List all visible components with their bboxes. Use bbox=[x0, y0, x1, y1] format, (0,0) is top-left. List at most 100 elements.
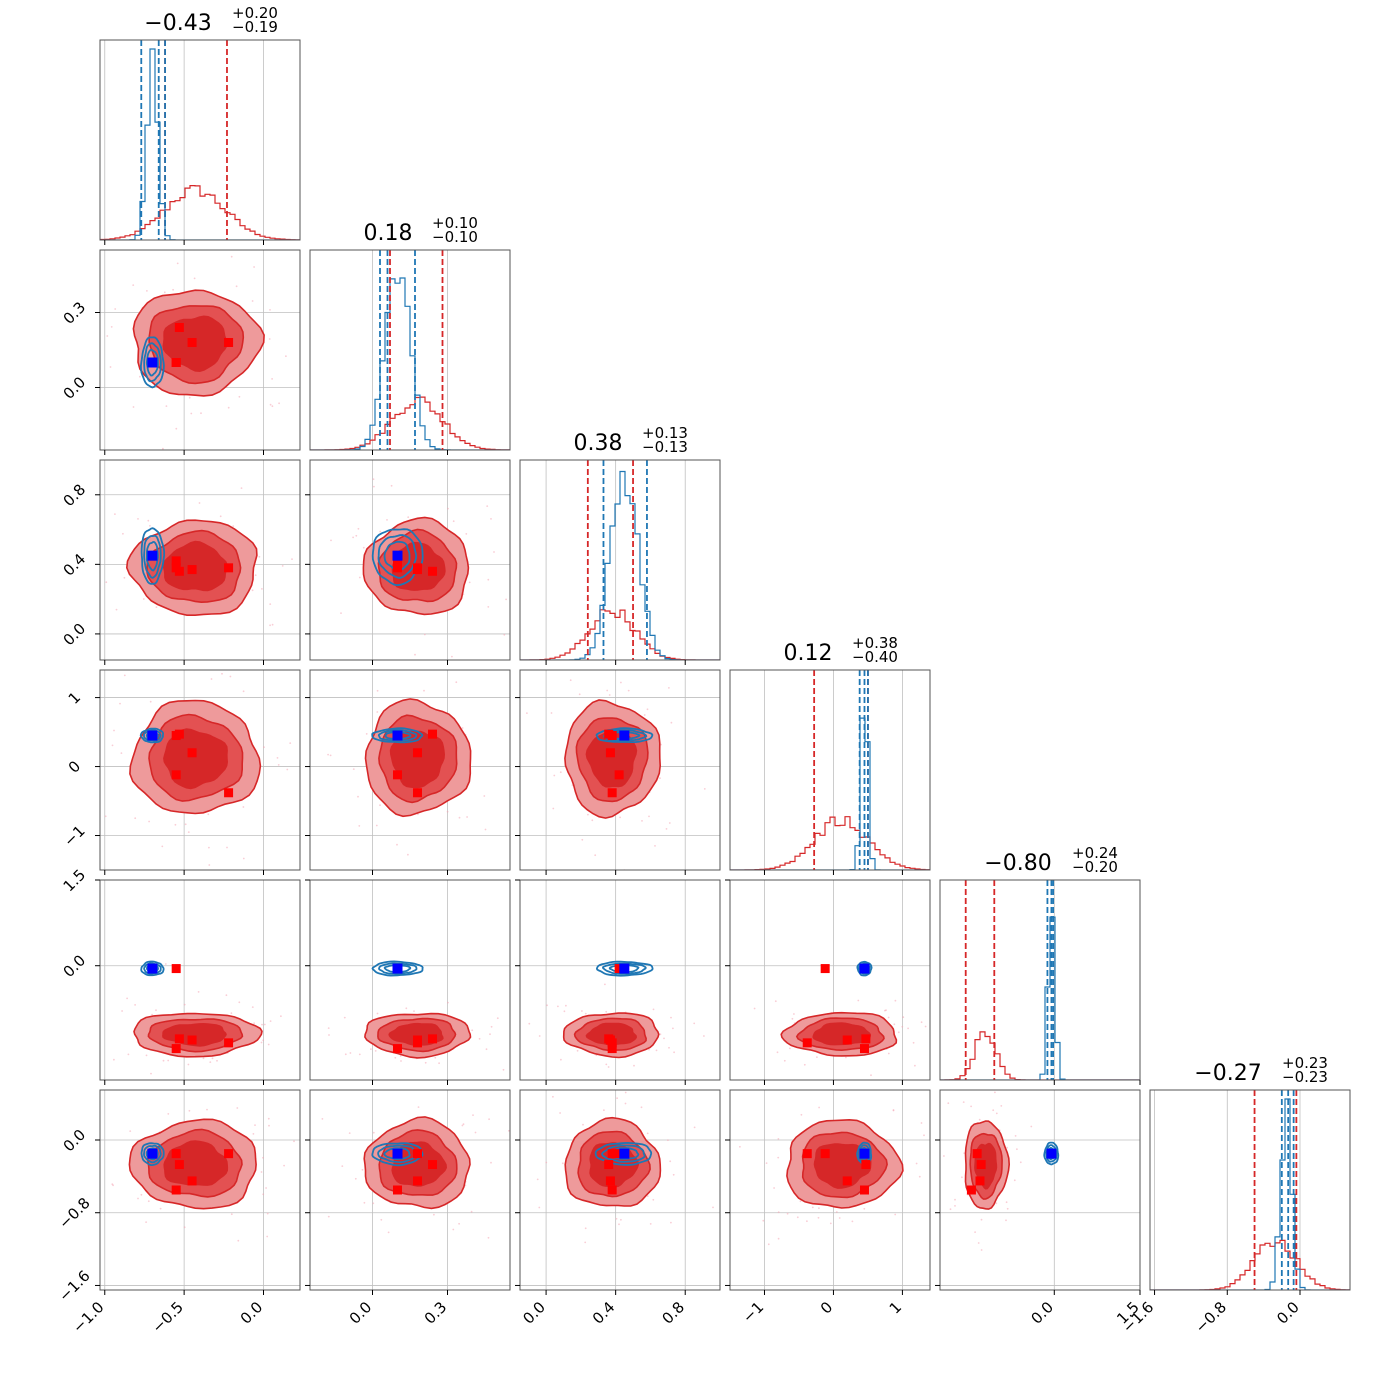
title-minus: −0.23 bbox=[1282, 1068, 1328, 1086]
scatter-point bbox=[753, 1007, 756, 1010]
marker-red bbox=[614, 964, 624, 974]
scatter-point bbox=[559, 1112, 561, 1114]
scatter-point bbox=[202, 1057, 205, 1060]
scatter-point bbox=[145, 1221, 148, 1223]
scatter-point bbox=[452, 520, 455, 523]
scatter-point bbox=[789, 1047, 791, 1050]
panel-frame bbox=[99, 1089, 301, 1291]
marker-red bbox=[224, 563, 234, 573]
scatter-point bbox=[569, 679, 572, 682]
scatter-point bbox=[559, 771, 562, 774]
scatter-point bbox=[209, 1061, 212, 1063]
scatter-point bbox=[818, 1207, 820, 1210]
contour-b bbox=[595, 727, 654, 743]
scatter-point bbox=[693, 1126, 696, 1129]
marker-red bbox=[428, 729, 437, 739]
scatter-point bbox=[654, 845, 656, 847]
scatter-point bbox=[954, 1205, 956, 1207]
scatter-point bbox=[608, 694, 611, 696]
title-plus: +0.38 bbox=[852, 634, 898, 652]
histogram-b bbox=[730, 717, 930, 870]
scatter-point bbox=[605, 1063, 608, 1066]
marker-red bbox=[224, 788, 234, 798]
x-tick-label: 0 bbox=[817, 1298, 836, 1317]
contour-b bbox=[140, 1142, 165, 1166]
scatter-point bbox=[659, 1033, 662, 1036]
scatter-point bbox=[447, 1001, 449, 1004]
panel-frame bbox=[519, 459, 721, 661]
scatter-point bbox=[361, 1168, 364, 1171]
panel-frame bbox=[939, 879, 1141, 1081]
y-tick-label: −0.8 bbox=[55, 1194, 93, 1232]
histogram-a bbox=[730, 816, 930, 870]
panel-4-3 bbox=[721, 879, 951, 1085]
marker-red bbox=[413, 1176, 422, 1186]
contour-b bbox=[856, 960, 873, 977]
scatter-point bbox=[474, 1131, 477, 1134]
scatter-point bbox=[954, 1198, 956, 1201]
scatter-point bbox=[262, 1193, 265, 1196]
scatter-point bbox=[114, 513, 116, 515]
scatter-point bbox=[265, 1187, 267, 1189]
panel-title: −0.27 bbox=[1194, 1061, 1261, 1086]
scatter-point bbox=[923, 1134, 925, 1137]
scatter-point bbox=[1014, 1135, 1017, 1137]
scatter-point bbox=[920, 1122, 923, 1124]
scatter-point bbox=[649, 1223, 652, 1225]
x-tick-label: 0.8 bbox=[658, 1298, 688, 1328]
scatter-point bbox=[269, 309, 271, 311]
scatter-point bbox=[652, 1008, 655, 1011]
contour-b bbox=[143, 534, 162, 579]
scatter-point bbox=[977, 1242, 980, 1244]
scatter-point bbox=[172, 288, 175, 291]
scatter-point bbox=[225, 994, 228, 997]
scatter-point bbox=[447, 507, 449, 510]
scatter-point bbox=[490, 1161, 492, 1164]
scatter-point bbox=[405, 1007, 408, 1010]
x-tick-label: −0.8 bbox=[1192, 1298, 1230, 1336]
scatter-point bbox=[167, 1059, 170, 1062]
scatter-point bbox=[670, 721, 673, 724]
marker-red bbox=[859, 1185, 869, 1195]
scatter-point bbox=[146, 290, 148, 292]
scatter-point bbox=[974, 1231, 976, 1233]
scatter-point bbox=[183, 1003, 186, 1006]
scatter-point bbox=[538, 1035, 541, 1037]
marker-blue bbox=[1046, 1148, 1057, 1159]
scatter-point bbox=[197, 991, 200, 993]
scatter-point bbox=[380, 1218, 383, 1221]
scatter-point bbox=[721, 1052, 723, 1054]
panel-frame bbox=[1149, 1089, 1351, 1291]
scatter-point bbox=[123, 674, 126, 677]
scatter-point bbox=[620, 1218, 622, 1221]
scatter-point bbox=[777, 1237, 780, 1240]
scatter-point bbox=[1005, 1201, 1008, 1204]
scatter-point bbox=[253, 266, 256, 268]
scatter-point bbox=[949, 1040, 951, 1042]
panel-frame bbox=[99, 669, 301, 871]
x-tick-label: −1 bbox=[739, 1298, 767, 1326]
scatter-point bbox=[206, 1108, 208, 1111]
scatter-point bbox=[670, 1016, 672, 1019]
panel-frame bbox=[309, 1089, 511, 1291]
y-tick-label: 1 bbox=[65, 688, 84, 707]
panel-frame bbox=[519, 669, 721, 871]
contour-b bbox=[143, 342, 162, 383]
scatter-point bbox=[294, 576, 296, 578]
scatter-point bbox=[251, 1006, 254, 1008]
scatter-point bbox=[486, 505, 489, 507]
scatter-point bbox=[269, 603, 272, 605]
marker-red bbox=[607, 731, 617, 741]
scatter-point bbox=[167, 1113, 170, 1115]
scatter-point bbox=[829, 1222, 832, 1225]
scatter-point bbox=[175, 637, 177, 639]
scatter-point bbox=[857, 999, 860, 1002]
marker-blue bbox=[147, 730, 158, 741]
marker-red bbox=[393, 1185, 402, 1195]
scatter-point bbox=[777, 1211, 780, 1214]
scatter-point bbox=[139, 375, 141, 378]
marker-red bbox=[171, 1149, 181, 1159]
contour-b bbox=[383, 964, 412, 973]
scatter-point bbox=[552, 1095, 554, 1098]
marker-red bbox=[607, 788, 617, 798]
